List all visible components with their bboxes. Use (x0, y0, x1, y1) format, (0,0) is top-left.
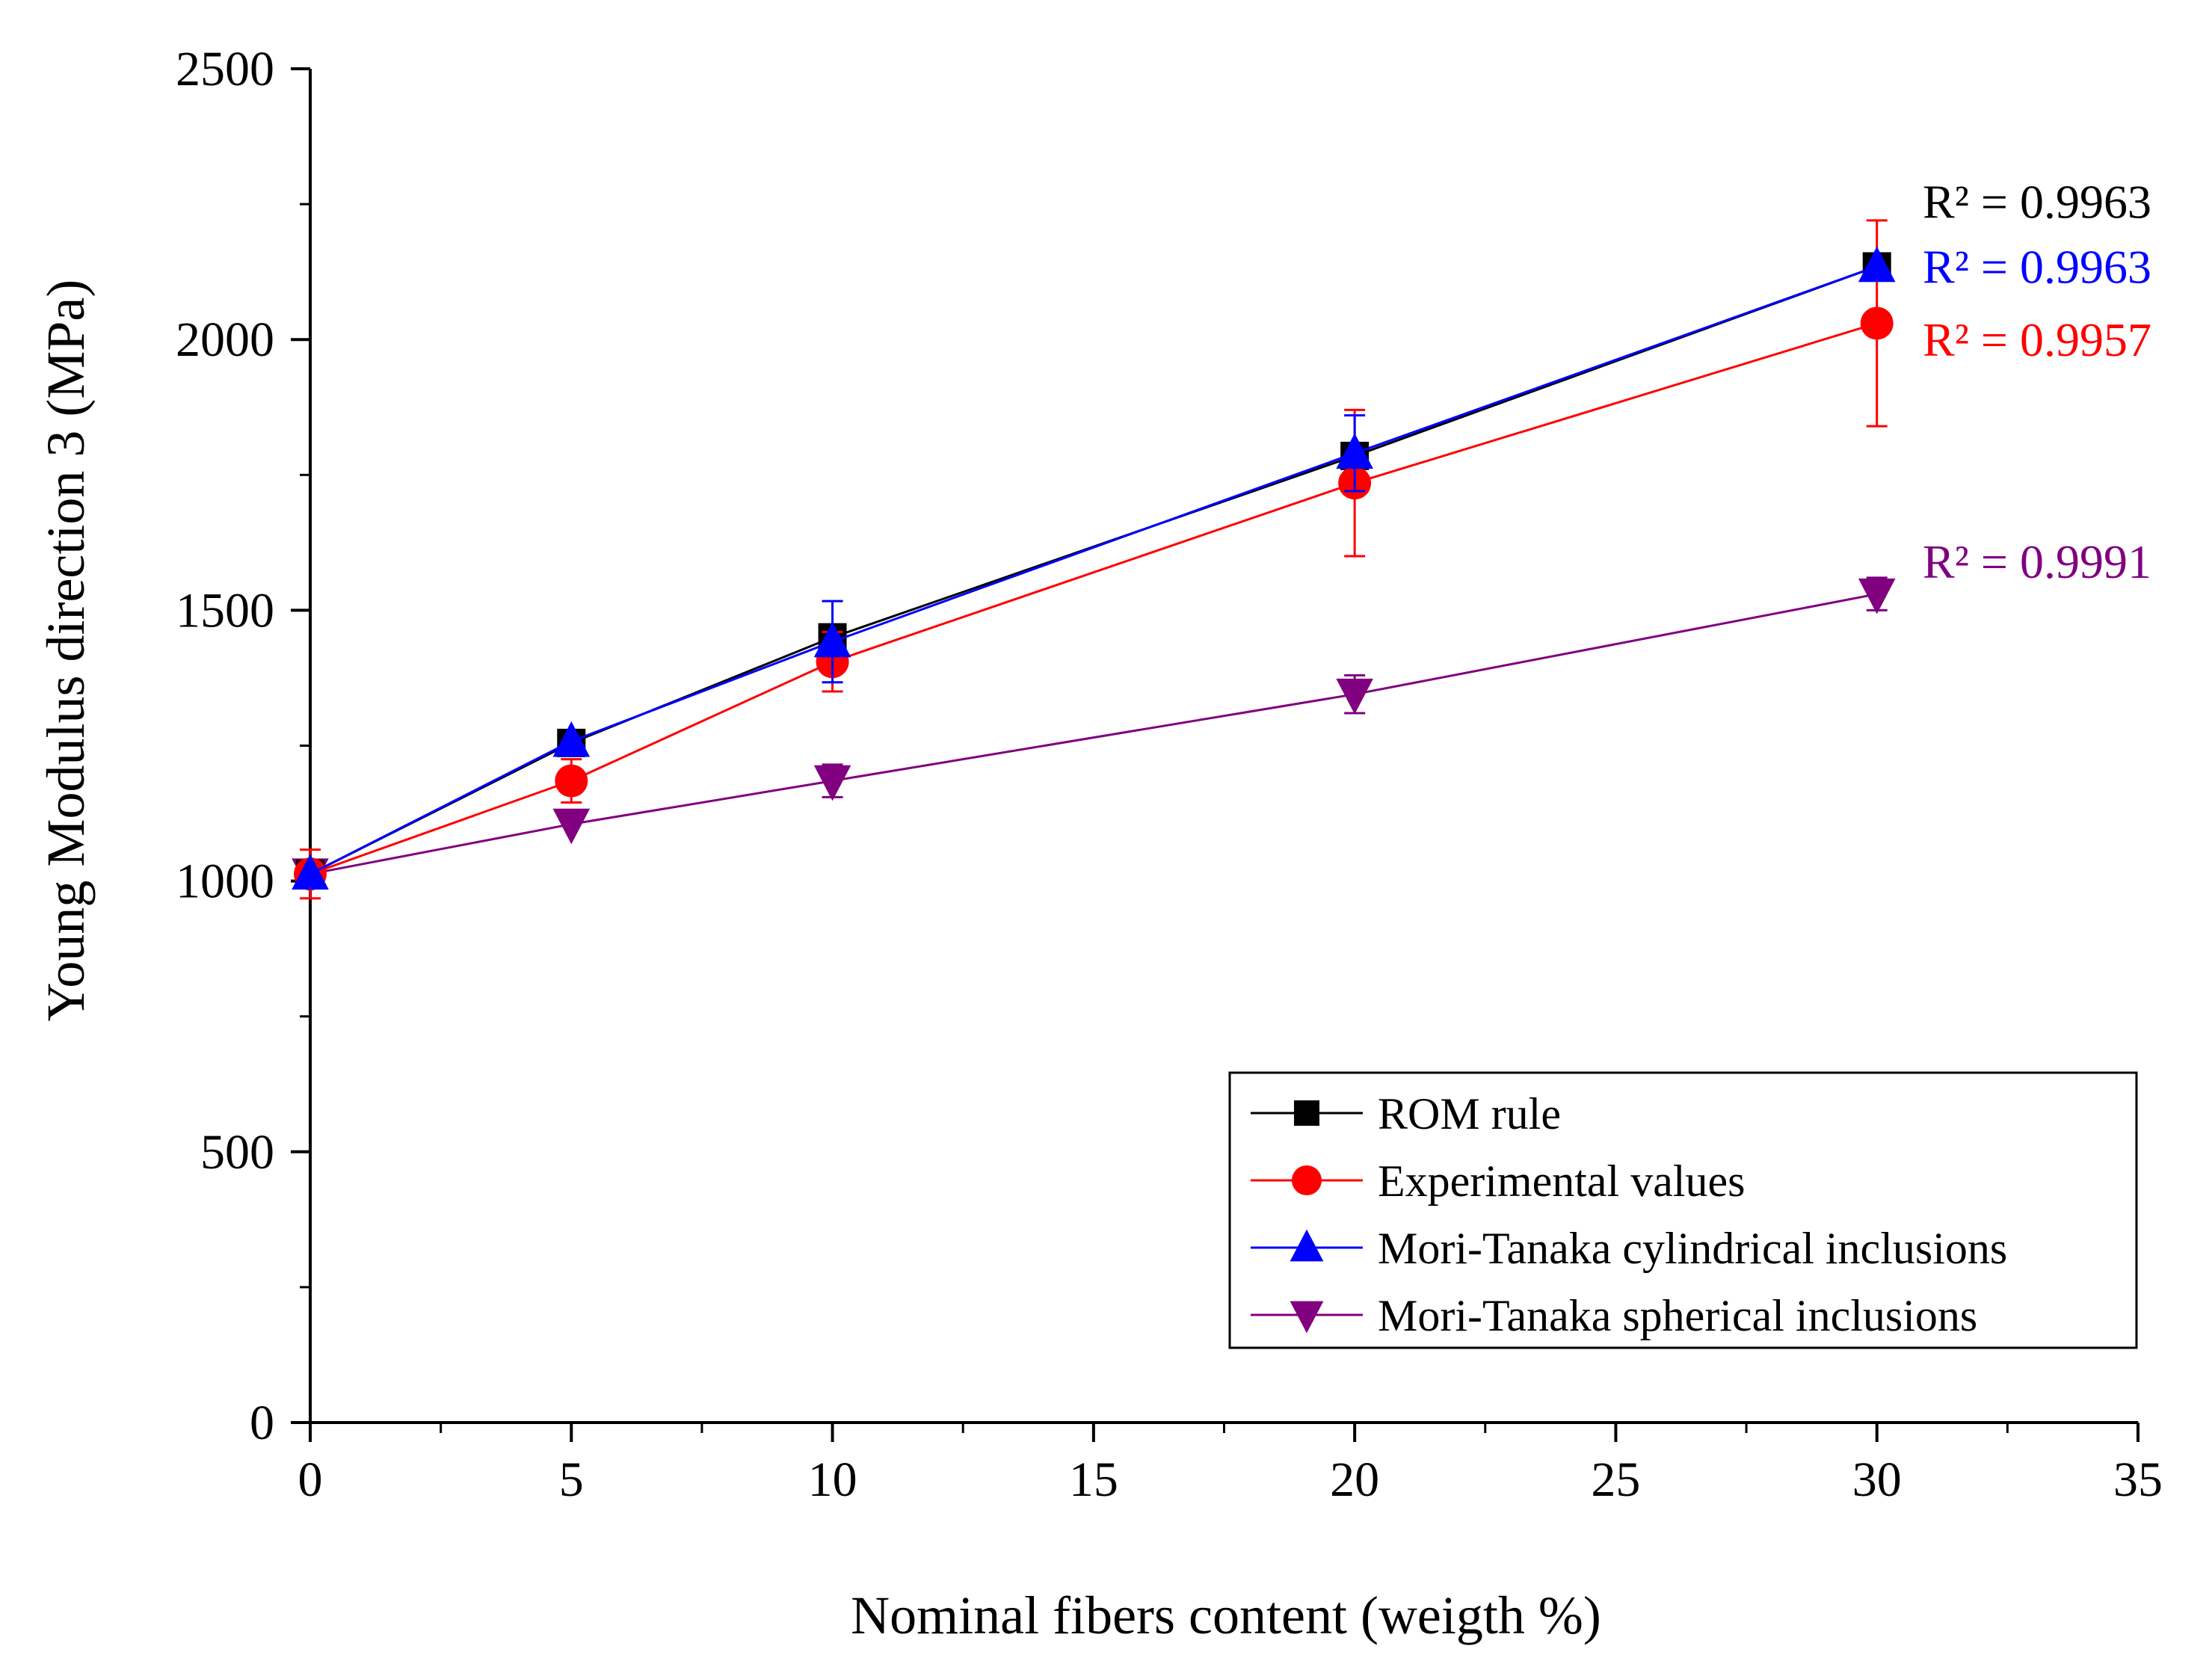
y-tick-label: 1500 (176, 583, 274, 638)
x-tick-label: 35 (2113, 1452, 2163, 1507)
legend: ROM rule Experimental values Mori-Tanaka c… (1228, 1071, 2138, 1349)
data-point (1858, 246, 1896, 283)
data-point (813, 765, 851, 801)
data-point (1860, 306, 1894, 340)
legend-marker (1290, 1301, 1324, 1334)
r2-annotation: R² = 0.9963 (1923, 175, 2151, 228)
legend-marker (1290, 1229, 1324, 1262)
legend-label: Experimental values (1378, 1156, 1745, 1206)
series-layer (292, 219, 1896, 900)
series-experimental-values (294, 219, 1894, 900)
legend-item: ROM rule (1251, 1089, 1561, 1138)
x-tick-label: 25 (1591, 1452, 1640, 1507)
legend-item: Mori-Tanaka spherical inclusions (1251, 1291, 1977, 1340)
series-line (309, 593, 1877, 875)
r2-annotation: R² = 0.9957 (1923, 313, 2151, 366)
y-tick-label: 500 (200, 1125, 274, 1180)
legend-label: Mori-Tanaka cylindrical inclusions (1378, 1224, 2007, 1273)
legend-label: Mori-Tanaka spherical inclusions (1378, 1291, 1977, 1340)
data-point (1858, 578, 1896, 614)
data-point (552, 721, 591, 757)
y-axis: 0 500 1000 1500 2000 2500 (176, 42, 312, 1450)
x-tick-label: 5 (559, 1452, 584, 1507)
data-point (555, 764, 588, 798)
series-line (309, 265, 1878, 875)
data-point (1336, 678, 1373, 715)
r2-annotation: R² = 0.9991 (1923, 535, 2151, 588)
series-line (309, 265, 1878, 875)
y-tick-label: 1000 (176, 854, 274, 909)
legend-box (1228, 1071, 2138, 1349)
x-tick-label: 30 (1852, 1452, 1902, 1507)
legend-marker (1294, 1100, 1319, 1126)
r2-annotation: R² = 0.9963 (1923, 240, 2151, 293)
x-tick-label: 20 (1330, 1452, 1379, 1507)
annotation-layer: R² = 0.9963 R² = 0.9963 R² = 0.9957 R² = 0.… (1923, 175, 2151, 588)
series-mori-tanaka-cylindrical-inclusions (292, 246, 1896, 890)
x-axis: 0 5 10 15 20 25 30 35 (298, 1421, 2163, 1507)
legend-label: ROM rule (1378, 1089, 1561, 1138)
data-point (552, 808, 591, 845)
x-tick-label: 0 (298, 1452, 323, 1507)
data-point (813, 621, 851, 658)
data-point (292, 854, 329, 890)
x-axis-title: Nominal fibers content (weigth %) (851, 1586, 1601, 1645)
y-axis-title: Young Modulus direction 3 (MPa) (36, 280, 96, 1022)
y-tick-label: 2500 (176, 42, 274, 96)
series-mori-tanaka-spherical-inclusions (292, 576, 1896, 894)
x-tick-label: 15 (1069, 1452, 1118, 1507)
data-point (1336, 433, 1373, 469)
legend-item: Experimental values (1251, 1156, 1745, 1206)
y-tick-label: 2000 (176, 312, 274, 367)
legend-item: Mori-Tanaka cylindrical inclusions (1251, 1224, 2007, 1273)
legend-marker (1292, 1165, 1322, 1195)
x-tick-label: 10 (808, 1452, 857, 1507)
y-tick-label: 0 (250, 1396, 274, 1450)
series-line (309, 322, 1878, 875)
